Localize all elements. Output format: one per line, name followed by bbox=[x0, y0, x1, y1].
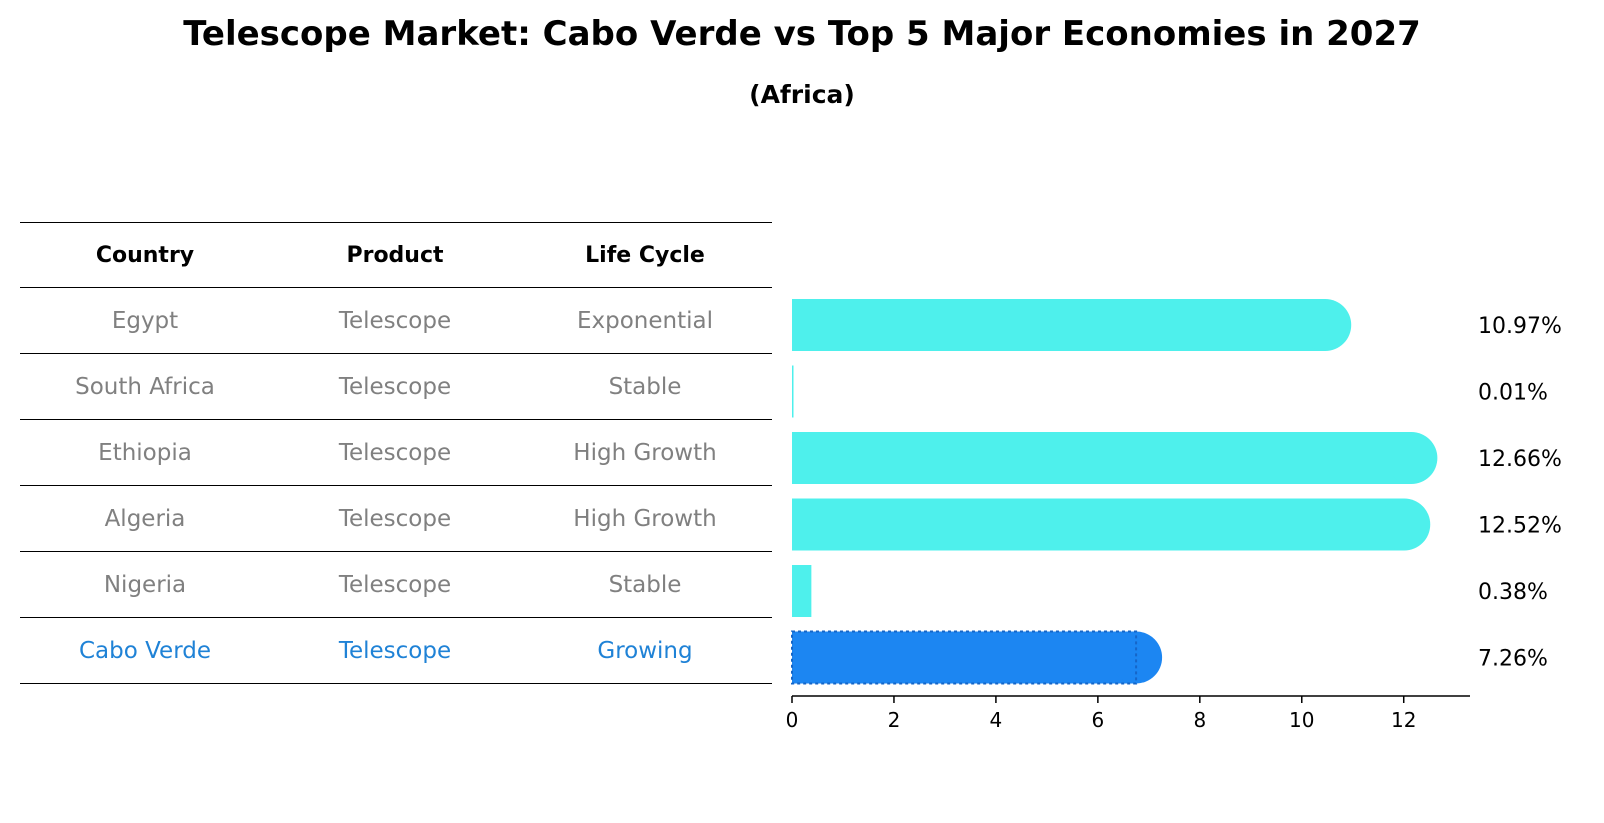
cell-life-cycle: High Growth bbox=[573, 439, 717, 466]
value-label-nigeria: 0.38% bbox=[1478, 580, 1548, 605]
table-row: Nigeria Telescope Stable bbox=[20, 552, 772, 618]
bar-body bbox=[792, 365, 794, 418]
value-label-ethiopia: 12.66% bbox=[1478, 447, 1562, 472]
bar-cap bbox=[1110, 631, 1163, 684]
table-row: South Africa Telescope Stable bbox=[20, 354, 772, 420]
chart-subtitle: (Africa) bbox=[749, 80, 855, 109]
table-row: Ethiopia Telescope High Growth bbox=[20, 420, 772, 486]
bar-body bbox=[792, 432, 1412, 484]
bar-algeria bbox=[792, 498, 1431, 551]
cell-life-cycle: Stable bbox=[608, 373, 682, 400]
bar-body bbox=[792, 631, 1137, 684]
bar-body bbox=[792, 498, 1405, 551]
bar-south-africa bbox=[792, 365, 794, 418]
x-tick-label: 10 bbox=[1289, 708, 1314, 732]
header-product: Product bbox=[346, 242, 444, 268]
value-label-cabo-verde: 7.26% bbox=[1478, 647, 1548, 672]
x-tick-label: 4 bbox=[990, 708, 1003, 732]
cell-life-cycle: High Growth bbox=[573, 505, 717, 532]
x-tick-label: 8 bbox=[1193, 708, 1206, 732]
value-label-algeria: 12.52% bbox=[1478, 514, 1562, 539]
bar-egypt bbox=[792, 299, 1352, 351]
cell-product: Telescope bbox=[338, 373, 452, 400]
x-tick-label: 6 bbox=[1091, 708, 1104, 732]
cell-product: Telescope bbox=[338, 571, 452, 598]
cell-country: South Africa bbox=[75, 373, 215, 400]
bar-nigeria bbox=[792, 565, 812, 617]
bars-group bbox=[791, 299, 1438, 685]
chart-title: Telescope Market: Cabo Verde vs Top 5 Ma… bbox=[183, 14, 1421, 54]
table-row: Algeria Telescope High Growth bbox=[20, 486, 772, 552]
bar-cabo-verde bbox=[791, 630, 1163, 685]
cell-product: Telescope bbox=[338, 505, 452, 532]
bar-ethiopia bbox=[792, 432, 1438, 484]
cell-country: Nigeria bbox=[103, 571, 187, 598]
cell-life-cycle: Stable bbox=[608, 571, 682, 598]
bar-cap bbox=[1299, 299, 1352, 351]
table-header-row: Country Product Life Cycle bbox=[20, 222, 772, 288]
cell-country: Ethiopia bbox=[98, 439, 192, 466]
value-labels-group: 10.97% 0.01% 12.66% 12.52% 0.38% 7.26% bbox=[1478, 314, 1562, 672]
table-row-highlight: Cabo Verde Telescope Growing bbox=[20, 618, 772, 684]
cell-product: Telescope bbox=[338, 439, 452, 466]
cell-country: Cabo Verde bbox=[78, 637, 212, 664]
table-row: Egypt Telescope Exponential bbox=[20, 288, 772, 354]
cell-country: Egypt bbox=[111, 307, 179, 334]
cell-life-cycle: Growing bbox=[597, 637, 693, 664]
cell-product: Telescope bbox=[338, 307, 452, 334]
cell-product: Telescope bbox=[338, 637, 452, 664]
data-table: Country Product Life Cycle Egypt Telesco… bbox=[20, 222, 772, 684]
x-tick-label: 0 bbox=[786, 708, 799, 732]
header-life-cycle: Life Cycle bbox=[585, 242, 705, 268]
bar-cap bbox=[1385, 432, 1438, 484]
bar-body bbox=[792, 565, 812, 617]
cell-country: Algeria bbox=[104, 505, 186, 532]
x-axis: 0 2 4 6 8 10 12 bbox=[786, 695, 1470, 732]
bar-cap bbox=[1378, 498, 1431, 551]
value-label-south-africa: 0.01% bbox=[1478, 381, 1548, 406]
x-tick-label: 2 bbox=[888, 708, 901, 732]
header-country: Country bbox=[95, 242, 195, 268]
value-label-egypt: 10.97% bbox=[1478, 314, 1562, 339]
bar-body bbox=[792, 299, 1326, 351]
cell-life-cycle: Exponential bbox=[576, 307, 713, 334]
x-tick-label: 12 bbox=[1391, 708, 1416, 732]
